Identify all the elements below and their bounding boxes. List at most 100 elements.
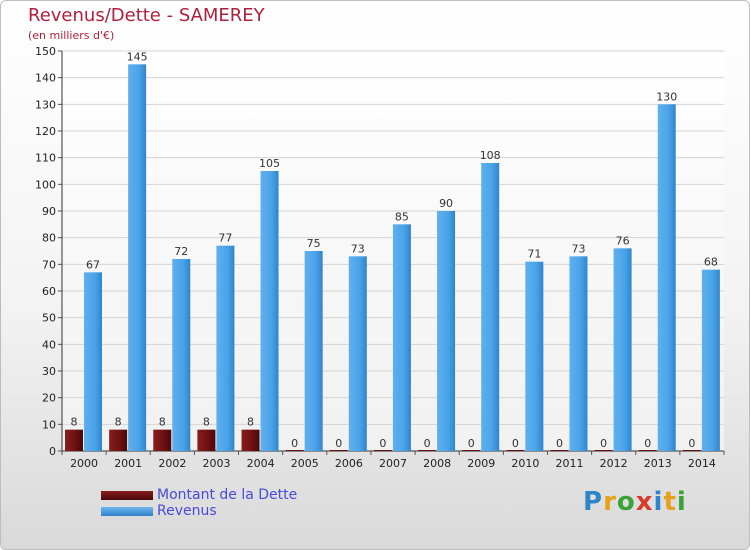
x-tick-label: 2005: [291, 457, 319, 470]
y-tick-label: 20: [42, 392, 56, 405]
data-label-revenue: 90: [439, 197, 453, 210]
bar-debt: [594, 450, 613, 451]
logo-letter: i: [653, 487, 664, 517]
bar-revenue: [392, 224, 411, 451]
logo-letter: t: [663, 487, 677, 517]
x-tick-label: 2002: [158, 457, 186, 470]
y-tick-label: 150: [35, 45, 56, 58]
data-label-revenue: 71: [527, 248, 541, 261]
logo-letter: o: [616, 487, 636, 517]
bar-revenue: [216, 245, 235, 451]
y-tick-label: 60: [42, 285, 56, 298]
bar-debt: [329, 450, 348, 451]
y-tick-label: 120: [35, 125, 56, 138]
x-tick-label: 2010: [511, 457, 539, 470]
legend-swatch-debt: [101, 491, 153, 500]
chart-title: Revenus/Dette - SAMEREY: [28, 5, 265, 26]
bar-revenue: [348, 256, 367, 451]
x-tick-label: 2006: [335, 457, 363, 470]
data-label-debt: 0: [512, 437, 519, 450]
bar-debt: [65, 429, 83, 451]
data-label-debt: 8: [115, 416, 122, 429]
y-tick-label: 0: [49, 445, 56, 458]
x-tick-label: 2001: [114, 457, 142, 470]
y-tick-label: 90: [42, 205, 56, 218]
logo-letter: r: [603, 487, 617, 517]
bar-debt: [197, 429, 216, 451]
data-label-debt: 8: [71, 416, 78, 429]
data-label-revenue: 75: [307, 237, 321, 250]
bar-revenue: [481, 163, 500, 451]
data-label-debt: 0: [644, 437, 651, 450]
bar-debt: [550, 450, 569, 451]
bar-debt: [418, 450, 437, 451]
data-label-revenue: 67: [86, 258, 100, 271]
proxiti-logo: Proxiti: [583, 487, 687, 517]
data-label-revenue: 85: [395, 210, 409, 223]
y-tick-label: 140: [35, 72, 56, 85]
data-label-revenue: 73: [351, 242, 365, 255]
data-label-debt: 0: [468, 437, 475, 450]
x-tick-label: 2009: [467, 457, 495, 470]
legend-swatch-revenue: [101, 507, 153, 516]
bar-debt: [373, 450, 392, 451]
bar-debt: [682, 450, 701, 451]
bar-debt: [462, 450, 481, 451]
data-label-debt: 0: [688, 437, 695, 450]
bar-debt: [285, 450, 304, 451]
logo-letter: P: [583, 487, 604, 517]
bar-debt: [506, 450, 525, 451]
chart-subtitle: (en milliers d'€): [28, 29, 115, 42]
bar-revenue: [260, 171, 279, 451]
x-tick-label: 2013: [644, 457, 672, 470]
y-tick-label: 40: [42, 338, 56, 351]
bar-revenue: [701, 269, 720, 451]
y-tick-label: 70: [42, 258, 56, 271]
data-label-revenue: 73: [571, 242, 585, 255]
data-label-debt: 8: [159, 416, 166, 429]
y-tick-label: 80: [42, 232, 56, 245]
data-label-revenue: 77: [218, 232, 232, 245]
data-label-debt: 8: [203, 416, 210, 429]
data-label-revenue: 130: [656, 90, 677, 103]
data-label-debt: 0: [379, 437, 386, 450]
bar-debt: [153, 429, 172, 451]
y-tick-label: 30: [42, 365, 56, 378]
x-tick-label: 2012: [600, 457, 628, 470]
bar-debt: [241, 429, 260, 451]
data-label-revenue: 72: [174, 245, 188, 258]
x-tick-label: 2003: [202, 457, 230, 470]
x-tick-label: 2011: [556, 457, 584, 470]
data-label-revenue: 108: [480, 149, 501, 162]
bar-debt: [109, 429, 128, 451]
data-label-revenue: 145: [127, 50, 148, 63]
legend-label-revenue: Revenus: [157, 503, 217, 519]
y-tick-label: 130: [35, 98, 56, 111]
data-label-revenue: 76: [616, 234, 630, 247]
data-label-revenue: 68: [704, 256, 718, 269]
logo-letter: i: [676, 487, 687, 517]
bar-revenue: [569, 256, 588, 451]
data-label-debt: 0: [335, 437, 342, 450]
data-label-debt: 0: [424, 437, 431, 450]
legend-label-debt: Montant de la Dette: [157, 487, 298, 503]
data-label-revenue: 105: [259, 157, 280, 170]
bar-revenue: [613, 248, 632, 451]
bar-revenue: [172, 259, 191, 451]
bar-revenue: [437, 211, 456, 451]
data-label-debt: 8: [247, 416, 254, 429]
bar-revenue: [304, 251, 323, 451]
bar-revenue: [657, 104, 676, 451]
data-label-debt: 0: [291, 437, 298, 450]
bar-revenue: [84, 272, 102, 451]
y-tick-label: 100: [35, 178, 56, 191]
x-tick-label: 2008: [423, 457, 451, 470]
bar-debt: [638, 450, 657, 451]
logo-letter: x: [635, 487, 654, 517]
x-tick-label: 2004: [247, 457, 275, 470]
data-label-debt: 0: [556, 437, 563, 450]
x-tick-label: 2014: [688, 457, 716, 470]
y-tick-label: 110: [35, 152, 56, 165]
